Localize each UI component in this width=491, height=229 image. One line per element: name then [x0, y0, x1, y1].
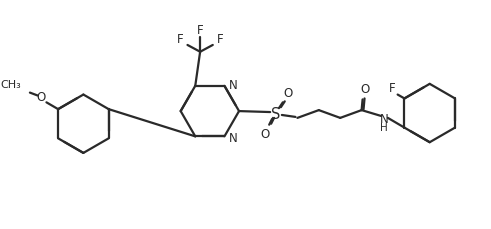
- Text: N: N: [229, 79, 238, 92]
- Text: O: O: [283, 87, 292, 100]
- Text: N: N: [229, 131, 238, 144]
- Text: O: O: [36, 91, 45, 104]
- Text: N: N: [380, 113, 388, 126]
- Text: CH₃: CH₃: [0, 79, 21, 90]
- Text: O: O: [261, 127, 270, 140]
- Text: F: F: [197, 24, 203, 37]
- Text: F: F: [217, 33, 224, 45]
- Text: H: H: [380, 122, 388, 132]
- Text: F: F: [176, 33, 183, 45]
- Text: S: S: [272, 106, 281, 121]
- Text: F: F: [388, 82, 395, 95]
- Text: O: O: [360, 83, 369, 96]
